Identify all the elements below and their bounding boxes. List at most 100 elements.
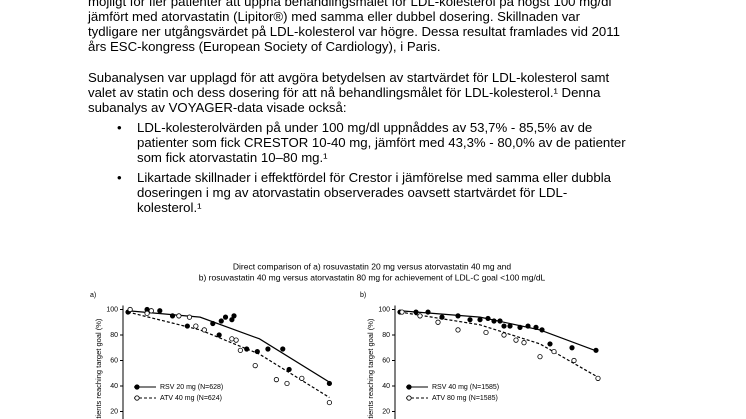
point bbox=[477, 317, 483, 323]
bullet-line: kolesterol.¹ bbox=[137, 200, 202, 215]
point bbox=[507, 323, 513, 329]
fit-line bbox=[127, 310, 330, 383]
y-tick-label: 40 bbox=[382, 383, 390, 390]
y-tick-label: 100 bbox=[106, 306, 118, 313]
legend-label: ATV 40 mg (N=624) bbox=[160, 395, 222, 402]
fit-line bbox=[127, 311, 330, 398]
point bbox=[273, 377, 279, 383]
point bbox=[537, 354, 543, 360]
point bbox=[169, 313, 176, 319]
point bbox=[547, 341, 553, 347]
point bbox=[201, 327, 207, 333]
y-tick-label: 20 bbox=[382, 408, 390, 415]
bullet-line: patienter som fick CRESTOR 10-40 mg, jäm… bbox=[137, 135, 626, 150]
point bbox=[525, 323, 531, 329]
legend-marker bbox=[406, 384, 412, 390]
text-line: tydligare ner utgångsvärdet på LDL-koles… bbox=[88, 24, 620, 39]
legend-label: RSV 20 mg (N=628) bbox=[160, 384, 223, 391]
point bbox=[210, 320, 216, 327]
point bbox=[425, 309, 431, 315]
point bbox=[252, 362, 258, 369]
point bbox=[176, 313, 182, 319]
text-line: möjligt för fler patienter att uppnå beh… bbox=[88, 0, 612, 9]
point bbox=[455, 313, 461, 319]
point bbox=[231, 313, 237, 319]
point bbox=[501, 323, 507, 329]
panel-label: b) bbox=[360, 292, 366, 299]
panel-label: a) bbox=[90, 292, 96, 299]
y-tick-label: 20 bbox=[110, 408, 118, 415]
point bbox=[483, 329, 489, 336]
point bbox=[326, 380, 332, 387]
point bbox=[551, 348, 557, 355]
fit-line bbox=[399, 311, 601, 379]
point bbox=[533, 324, 539, 330]
legend-label: ATV 80 mg (N=1585) bbox=[432, 395, 498, 402]
point bbox=[216, 332, 222, 338]
point bbox=[299, 375, 305, 381]
point bbox=[218, 318, 224, 324]
bullet-line: LDL-kolesterolvärden på under 100 mg/dl … bbox=[137, 120, 593, 135]
point bbox=[501, 332, 507, 338]
point bbox=[229, 317, 235, 323]
y-tick-label: 60 bbox=[110, 357, 118, 364]
legend-marker bbox=[134, 395, 140, 401]
point bbox=[539, 327, 545, 333]
point bbox=[222, 314, 229, 320]
point bbox=[244, 346, 250, 352]
point bbox=[517, 324, 523, 330]
point bbox=[399, 309, 405, 315]
y-tick-label: 40 bbox=[110, 383, 118, 390]
y-tick-label: 80 bbox=[110, 332, 118, 339]
legend-label: RSV 40 mg (N=1585) bbox=[432, 384, 499, 391]
point bbox=[435, 319, 441, 325]
legend-marker bbox=[406, 395, 412, 401]
text-line: valet av statin och dess dosering för at… bbox=[88, 85, 601, 100]
legend-marker bbox=[134, 384, 140, 390]
bullet: • bbox=[117, 120, 122, 135]
point bbox=[485, 315, 491, 322]
point bbox=[233, 337, 239, 343]
point bbox=[229, 336, 235, 342]
bullet-line: som fick atorvastatin 10–80 mg.¹ bbox=[137, 150, 328, 165]
point bbox=[491, 318, 497, 324]
point bbox=[127, 306, 133, 313]
point bbox=[193, 323, 199, 329]
y-tick-label: 100 bbox=[378, 306, 390, 313]
point bbox=[513, 337, 519, 343]
point bbox=[148, 308, 154, 314]
y-axis-label: Patients reaching target goal (%) bbox=[366, 318, 375, 419]
point bbox=[571, 357, 577, 364]
point bbox=[265, 346, 271, 352]
point bbox=[521, 340, 527, 346]
text-line: subanalys av VOYAGER-data visade också: bbox=[88, 100, 347, 115]
y-tick-label: 80 bbox=[382, 332, 390, 339]
figure-title: Direct comparison of a) rosuvastatin 20 … bbox=[233, 261, 512, 271]
point bbox=[497, 318, 503, 324]
figure-title: b) rosuvastatin 40 mg versus atorvastati… bbox=[199, 272, 546, 282]
text-line: års ESC-kongress (European Society of Ca… bbox=[88, 39, 441, 54]
text-line: Subanalysen var upplagd för att avgöra b… bbox=[88, 70, 610, 85]
point bbox=[280, 346, 286, 352]
point bbox=[569, 345, 575, 351]
bullet-line: Likartade skillnader i effektfördel för … bbox=[137, 170, 611, 185]
bullet-line: doseringen i mg av atorvastatin observer… bbox=[137, 185, 568, 200]
point bbox=[595, 375, 601, 381]
point bbox=[593, 347, 599, 353]
point bbox=[286, 366, 292, 373]
y-axis-label: Patients reaching target goal (%) bbox=[94, 318, 103, 419]
point bbox=[144, 310, 150, 316]
point bbox=[326, 399, 332, 406]
point bbox=[284, 380, 290, 387]
point bbox=[237, 347, 243, 353]
point bbox=[455, 327, 461, 333]
point bbox=[467, 317, 473, 323]
point bbox=[417, 313, 423, 319]
point bbox=[186, 314, 193, 320]
bullet: • bbox=[117, 170, 122, 185]
text-line: jämfört med atorvastatin (Lipitor®) med … bbox=[88, 9, 581, 24]
y-tick-label: 60 bbox=[382, 357, 390, 364]
point bbox=[157, 308, 163, 314]
